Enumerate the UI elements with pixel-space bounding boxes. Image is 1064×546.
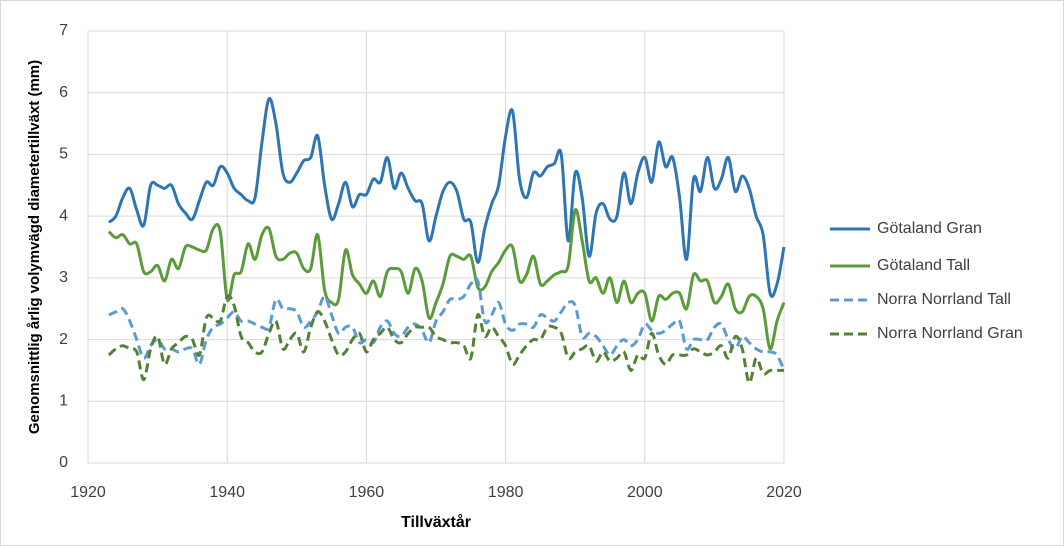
x-axis-title: Tillväxtår bbox=[401, 513, 471, 531]
y-tick-label: 3 bbox=[59, 269, 68, 286]
y-tick-label: 2 bbox=[59, 331, 68, 348]
legend-label: Götaland Tall bbox=[877, 257, 970, 274]
y-tick-label: 5 bbox=[59, 146, 68, 163]
x-tick-label: 1940 bbox=[209, 484, 245, 501]
legend-label: Norra Norrland Tall bbox=[877, 291, 1011, 308]
x-tick-label: 2000 bbox=[627, 484, 663, 501]
series-line bbox=[108, 276, 786, 372]
series-line bbox=[107, 208, 786, 351]
legend-label: Norra Norrland Gran bbox=[877, 325, 1023, 342]
series-line bbox=[107, 294, 784, 385]
x-tick-label: 2020 bbox=[766, 484, 802, 501]
y-axis-title: Genomsnittlig årlig volymvägd diameterti… bbox=[26, 60, 43, 434]
y-tick-label: 1 bbox=[59, 393, 68, 410]
x-tick-label: 1920 bbox=[70, 484, 106, 501]
y-tick-label: 6 bbox=[59, 84, 68, 101]
x-tick-label: 1980 bbox=[488, 484, 524, 501]
x-tick-label: 1960 bbox=[349, 484, 385, 501]
y-tick-label: 7 bbox=[59, 22, 68, 39]
series-line bbox=[107, 97, 786, 298]
y-tick-label: 0 bbox=[59, 454, 68, 471]
legend-label: Götaland Gran bbox=[877, 220, 982, 237]
y-tick-label: 4 bbox=[59, 207, 68, 224]
